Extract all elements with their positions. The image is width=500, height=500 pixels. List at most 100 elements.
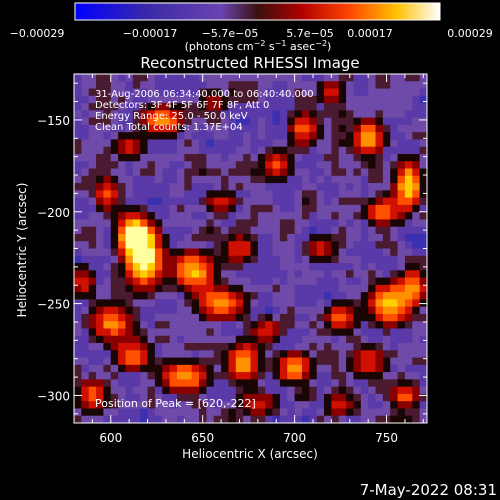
heatmap-cell bbox=[96, 255, 104, 264]
heatmap-cell bbox=[154, 74, 163, 82]
heatmap-cell bbox=[74, 219, 82, 228]
heatmap-cell bbox=[419, 372, 427, 380]
heatmap-cell bbox=[412, 255, 421, 264]
heatmap-cell bbox=[125, 153, 134, 162]
heatmap-cell bbox=[382, 270, 391, 278]
heatmap-cell bbox=[287, 110, 296, 119]
heatmap-cell bbox=[140, 74, 148, 82]
heatmap-cell bbox=[176, 168, 185, 177]
y-axis-label: Heliocentric Y (arcsec) bbox=[15, 183, 29, 318]
heatmap-cell bbox=[74, 386, 82, 395]
heatmap-cell bbox=[74, 284, 82, 293]
heatmap-cell bbox=[140, 161, 148, 169]
heatmap-cell bbox=[235, 335, 244, 344]
heatmap-cell bbox=[338, 241, 347, 249]
heatmap-cell bbox=[338, 393, 347, 402]
heatmap-cell bbox=[235, 161, 244, 169]
heatmap-cell bbox=[324, 190, 332, 198]
heatmap-cell bbox=[353, 233, 362, 242]
heatmap-cell bbox=[206, 379, 215, 388]
heatmap-cell bbox=[221, 146, 229, 155]
heatmap-cell bbox=[235, 110, 244, 119]
heatmap-cell bbox=[228, 284, 237, 293]
colorbar-tick-label: −5.7e−05 bbox=[202, 27, 259, 40]
heatmap-cell bbox=[404, 270, 413, 278]
heatmap-cell bbox=[419, 255, 427, 264]
heatmap-cell bbox=[228, 263, 237, 271]
heatmap-cell bbox=[191, 401, 200, 409]
heatmap-cell bbox=[419, 183, 427, 191]
heatmap-cell bbox=[103, 241, 112, 249]
heatmap-cell bbox=[294, 219, 303, 228]
heatmap-cell bbox=[132, 226, 141, 235]
heatmap-cell bbox=[316, 343, 325, 351]
heatmap-cell bbox=[368, 161, 376, 169]
heatmap-cell bbox=[140, 190, 148, 198]
heatmap-cell bbox=[228, 95, 237, 104]
heatmap-cell bbox=[272, 372, 281, 380]
heatmap-cell bbox=[331, 335, 340, 344]
heatmap-cell bbox=[140, 386, 148, 395]
heatmap-cell bbox=[103, 124, 112, 133]
heatmap-cell bbox=[375, 343, 384, 351]
heatmap-cell bbox=[324, 219, 332, 228]
heatmap-cell bbox=[404, 175, 413, 184]
heatmap-cell bbox=[279, 226, 288, 235]
heatmap-cell bbox=[279, 219, 288, 228]
heatmap-cell bbox=[272, 284, 281, 293]
heatmap-cell bbox=[96, 270, 104, 278]
heatmap-cell bbox=[309, 95, 318, 104]
heatmap-cell bbox=[287, 393, 296, 402]
heatmap-cell bbox=[301, 415, 310, 423]
heatmap-cell bbox=[360, 328, 369, 337]
heatmap-cell bbox=[199, 386, 207, 395]
heatmap-cell bbox=[338, 197, 347, 206]
heatmap-cell bbox=[154, 248, 163, 257]
heatmap-cell bbox=[338, 95, 347, 104]
heatmap-cell bbox=[221, 124, 229, 133]
heatmap-cell bbox=[88, 284, 97, 293]
heatmap-cell bbox=[272, 183, 281, 191]
heatmap-cell bbox=[154, 364, 163, 373]
heatmap-cell bbox=[125, 270, 134, 278]
heatmap-cell bbox=[125, 401, 134, 409]
heatmap-cell bbox=[309, 386, 318, 395]
heatmap-cell bbox=[96, 168, 104, 177]
heatmap-cell bbox=[331, 393, 340, 402]
heatmap-cell bbox=[96, 197, 104, 206]
heatmap-cell bbox=[169, 241, 178, 249]
heatmap-cell bbox=[265, 190, 273, 198]
heatmap-cell bbox=[287, 212, 296, 220]
heatmap-cell bbox=[390, 204, 398, 213]
heatmap-cell bbox=[324, 284, 332, 293]
heatmap-cell bbox=[74, 415, 82, 423]
heatmap-cell bbox=[81, 415, 90, 423]
heatmap-cell bbox=[184, 88, 193, 97]
heatmap-cell bbox=[103, 379, 112, 388]
heatmap-cell bbox=[265, 183, 273, 191]
heatmap-cell bbox=[74, 197, 82, 206]
heatmap-cell bbox=[169, 328, 178, 337]
heatmap-cell bbox=[191, 343, 200, 351]
heatmap-cell bbox=[110, 350, 119, 358]
heatmap-cell bbox=[147, 74, 156, 82]
heatmap-cell bbox=[294, 81, 303, 89]
heatmap-cell bbox=[338, 284, 347, 293]
heatmap-cell bbox=[228, 139, 237, 148]
heatmap-cell bbox=[103, 168, 112, 177]
heatmap-cell bbox=[331, 197, 340, 206]
heatmap-cell bbox=[353, 81, 362, 89]
heatmap-cell bbox=[184, 139, 193, 148]
heatmap-cell bbox=[338, 110, 347, 119]
heatmap-cell bbox=[103, 248, 112, 257]
heatmap-cell bbox=[221, 372, 229, 380]
colorbar bbox=[74, 2, 441, 21]
heatmap-cell bbox=[96, 103, 104, 111]
heatmap-cell bbox=[110, 328, 119, 337]
heatmap-cell bbox=[390, 88, 398, 97]
heatmap-cell bbox=[287, 95, 296, 104]
heatmap-cell bbox=[154, 415, 163, 423]
heatmap-cell bbox=[353, 219, 362, 228]
heatmap-cell bbox=[110, 313, 119, 322]
heatmap-cell bbox=[243, 270, 251, 278]
